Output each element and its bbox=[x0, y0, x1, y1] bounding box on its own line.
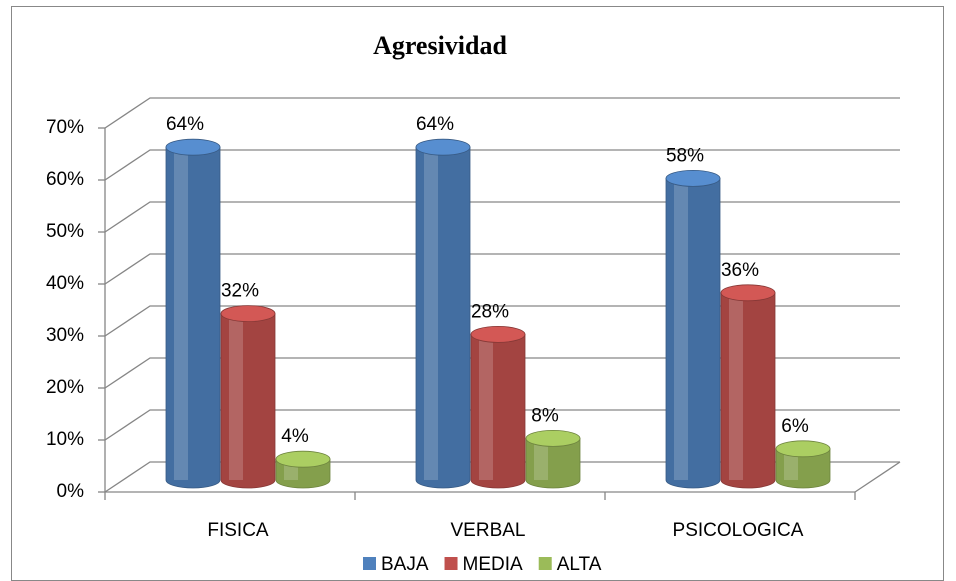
bar-highlight bbox=[674, 178, 688, 480]
y-tick-label: 60% bbox=[46, 169, 84, 190]
bar-highlight bbox=[729, 292, 743, 480]
floor-right bbox=[854, 461, 901, 493]
bar-highlight bbox=[229, 313, 243, 480]
value-label: 36% bbox=[721, 260, 759, 281]
y-tick-label: 10% bbox=[46, 429, 84, 450]
bar-top bbox=[470, 325, 526, 343]
grid-line bbox=[104, 461, 900, 493]
bar-top bbox=[775, 440, 831, 458]
y-tick-label: 70% bbox=[46, 117, 84, 138]
bar bbox=[220, 313, 276, 489]
y-tick-label: 0% bbox=[57, 481, 85, 502]
bar-highlight bbox=[174, 147, 188, 480]
bar bbox=[525, 438, 581, 489]
value-label: 8% bbox=[531, 405, 559, 426]
legend-label: ALTA bbox=[557, 554, 602, 575]
grid bbox=[98, 97, 901, 500]
chart-border bbox=[11, 6, 944, 581]
bar bbox=[470, 334, 526, 489]
x-tick-label: FISICA bbox=[207, 520, 269, 541]
grid-line bbox=[104, 149, 900, 181]
y-tick-label: 40% bbox=[46, 273, 84, 294]
y-tick-label: 50% bbox=[46, 221, 84, 242]
bar-top bbox=[665, 169, 721, 187]
bar-highlight bbox=[424, 147, 438, 480]
bar-top bbox=[220, 305, 276, 323]
bar bbox=[165, 146, 221, 489]
grid-line bbox=[104, 409, 900, 441]
value-label: 28% bbox=[471, 301, 509, 322]
bar bbox=[415, 146, 471, 489]
legend-swatch bbox=[538, 557, 552, 570]
bar-top bbox=[165, 138, 221, 156]
grid-line bbox=[104, 201, 900, 233]
bar-top bbox=[525, 429, 581, 447]
value-label: 32% bbox=[221, 281, 259, 302]
grid-line bbox=[104, 305, 900, 337]
bar-top bbox=[415, 138, 471, 156]
x-tick-label: PSICOLOGICA bbox=[673, 520, 804, 541]
y-tick-label: 30% bbox=[46, 325, 84, 346]
grid-line bbox=[104, 253, 900, 285]
value-label: 6% bbox=[781, 416, 809, 437]
value-label: 64% bbox=[166, 114, 204, 135]
grid-line bbox=[104, 357, 900, 389]
grid-line bbox=[104, 97, 900, 129]
bar bbox=[775, 448, 831, 489]
x-tick-label: VERBAL bbox=[451, 520, 526, 541]
bar-top bbox=[720, 284, 776, 302]
bar-top bbox=[275, 450, 331, 468]
value-label: 64% bbox=[416, 114, 454, 135]
bar bbox=[720, 292, 776, 489]
bars bbox=[165, 138, 831, 489]
value-label: 58% bbox=[666, 145, 704, 166]
legend-swatch bbox=[363, 557, 376, 570]
bar bbox=[665, 178, 721, 489]
legend-swatch bbox=[444, 557, 458, 570]
bar-highlight bbox=[534, 438, 548, 480]
legend-label: BAJA bbox=[381, 554, 429, 575]
bar-highlight bbox=[479, 334, 493, 480]
value-label: 4% bbox=[281, 426, 309, 447]
chart-title: Agresividad bbox=[373, 31, 507, 60]
y-tick-label: 20% bbox=[46, 377, 84, 398]
legend-label: MEDIA bbox=[463, 554, 524, 575]
